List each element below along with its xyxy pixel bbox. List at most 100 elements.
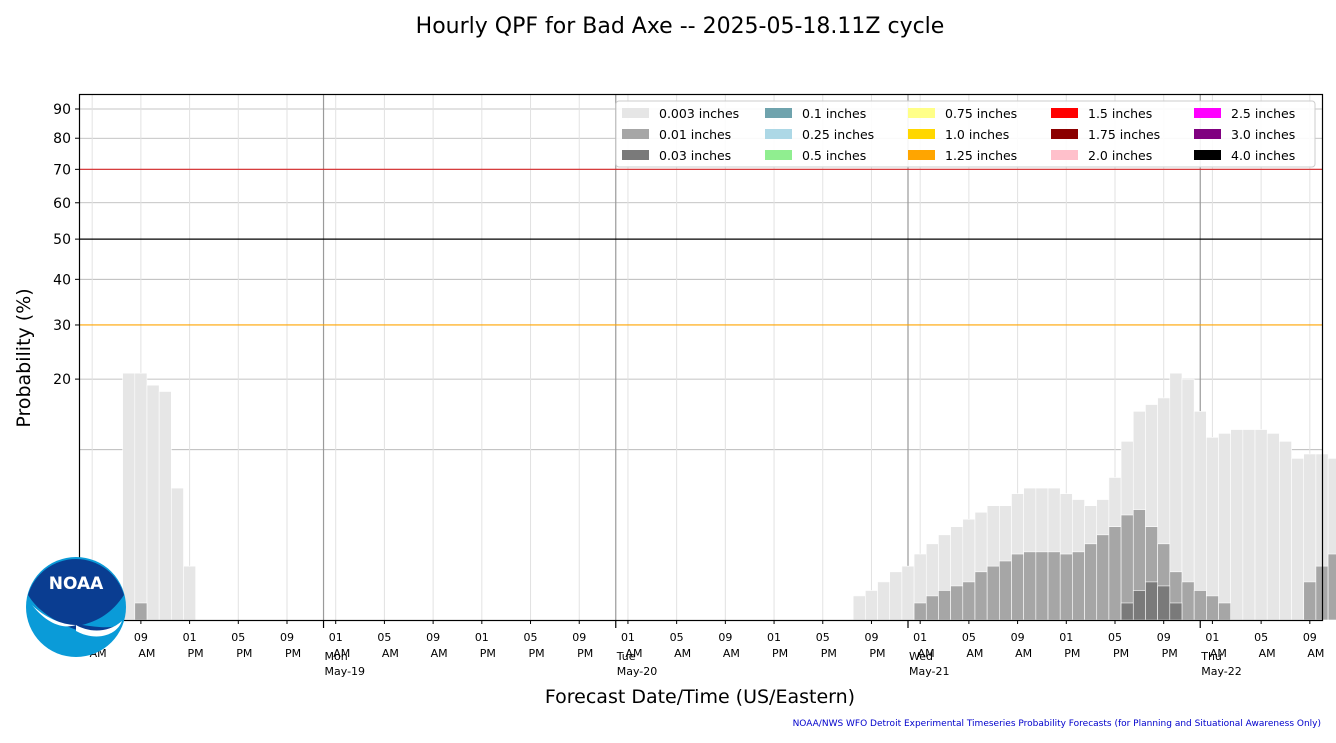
legend-label: 0.1 inches [802, 106, 866, 121]
bar [1193, 590, 1207, 621]
plot-frame [78, 93, 1324, 622]
bars-layer [122, 372, 1336, 621]
bar [986, 565, 1000, 621]
bar [1145, 581, 1158, 621]
bar [1206, 437, 1219, 621]
x-tick-hour: 05 [962, 631, 976, 644]
legend-swatch [622, 108, 649, 118]
legend-swatch [765, 129, 792, 139]
y-tick-label: 20 [53, 372, 71, 388]
x-tick-ampm: PM [188, 647, 204, 660]
bar [146, 384, 160, 621]
legend-swatch [1194, 108, 1221, 118]
legend-label: 2.5 inches [1231, 106, 1295, 121]
bar [1108, 526, 1122, 621]
x-tick-ampm: PM [1064, 647, 1080, 660]
bar [1035, 551, 1049, 621]
x-tick-hour: 09 [1011, 631, 1025, 644]
x-tick-ampm: AM [1210, 647, 1227, 660]
x-tick-ampm: PM [821, 647, 837, 660]
x-tick-ampm: PM [285, 647, 301, 660]
bar [1242, 429, 1256, 621]
bar [1303, 581, 1317, 621]
x-tick-ampm: AM [333, 647, 350, 660]
legend-swatch [622, 129, 649, 139]
bar [158, 391, 172, 621]
day-label: Wed [909, 650, 933, 663]
legend-swatch [1051, 108, 1078, 118]
bar [1157, 585, 1171, 621]
x-tick-ampm: AM [723, 647, 740, 660]
legend-swatch [1051, 150, 1078, 160]
y-tick-label: 30 [53, 318, 71, 334]
bar [171, 487, 184, 621]
y-tick-label: 60 [53, 196, 71, 212]
x-tick-hour: 05 [816, 631, 830, 644]
x-tick-hour: 05 [524, 631, 538, 644]
legend-swatch [1194, 150, 1221, 160]
bar [950, 585, 964, 621]
bar [183, 565, 196, 621]
bar [877, 581, 891, 621]
x-tick-ampm: PM [528, 647, 544, 660]
day-label: Mon [325, 650, 348, 663]
bar [925, 595, 939, 621]
x-tick-hour: 01 [183, 631, 197, 644]
legend-swatch [908, 129, 935, 139]
legend-swatch [765, 108, 792, 118]
threshold-lines [80, 168, 1322, 326]
bar [901, 565, 915, 621]
y-tick-label: 90 [53, 102, 71, 118]
day-date-label: May-20 [617, 665, 658, 678]
bar [889, 571, 903, 621]
x-tick-hour: 09 [864, 631, 878, 644]
bar [962, 581, 976, 621]
bar [938, 590, 951, 621]
bar [1084, 543, 1098, 621]
bar [852, 595, 866, 621]
day-date-label: May-21 [909, 665, 950, 678]
x-tick-hour: 01 [621, 631, 635, 644]
chart-title: Hourly QPF for Bad Axe -- 2025-05-18.11Z… [416, 14, 945, 39]
x-axis-ticks: 05 AM 09 AM 01 PM 05 PM 09 PM 01 AM 05 AM 09 AM 01 PM 05 PM… [85, 620, 1324, 678]
day-label: Tue [616, 650, 636, 663]
y-tick-label: 50 [53, 232, 71, 248]
bar [1218, 433, 1231, 621]
bar [1023, 551, 1037, 621]
x-tick-hour: 09 [572, 631, 586, 644]
bar [1279, 441, 1292, 621]
legend-swatch [908, 150, 935, 160]
legend-swatch [1194, 129, 1221, 139]
day-date-label: May-19 [325, 665, 366, 678]
x-tick-ampm: AM [138, 647, 155, 660]
legend-label: 4.0 inches [1231, 148, 1295, 163]
noaa-logo-icon: NOAA [26, 557, 126, 657]
credit-note: NOAA/NWS WFO Detroit Experimental Timese… [793, 719, 1321, 729]
legend-label: 0.03 inches [659, 148, 731, 163]
legend-swatch [765, 150, 792, 160]
x-tick-hour: 01 [913, 631, 927, 644]
legend-label: 3.0 inches [1231, 127, 1295, 142]
x-tick-ampm: AM [382, 647, 399, 660]
x-tick-hour: 01 [475, 631, 489, 644]
x-tick-hour: 01 [767, 631, 781, 644]
legend-swatch [1051, 129, 1078, 139]
x-tick-hour: 01 [1205, 631, 1219, 644]
x-tick-ampm: AM [1015, 647, 1032, 660]
x-tick-hour: 05 [1108, 631, 1122, 644]
noaa-logo-text: NOAA [49, 574, 104, 594]
x-tick-ampm: AM [966, 647, 983, 660]
legend: 0.003 inches 0.01 inches 0.03 inches 0.1 in… [615, 100, 1316, 168]
bar [974, 571, 988, 621]
bar [1011, 553, 1024, 621]
x-tick-hour: 05 [377, 631, 391, 644]
x-axis-label: Forecast Date/Time (US/Eastern) [545, 686, 855, 708]
x-tick-ampm: PM [1162, 647, 1178, 660]
bar [1181, 581, 1195, 621]
x-tick-ampm: AM [431, 647, 448, 660]
bar [1169, 602, 1183, 621]
x-tick-ampm: PM [236, 647, 252, 660]
x-tick-ampm: PM [577, 647, 593, 660]
x-tick-ampm: PM [772, 647, 788, 660]
